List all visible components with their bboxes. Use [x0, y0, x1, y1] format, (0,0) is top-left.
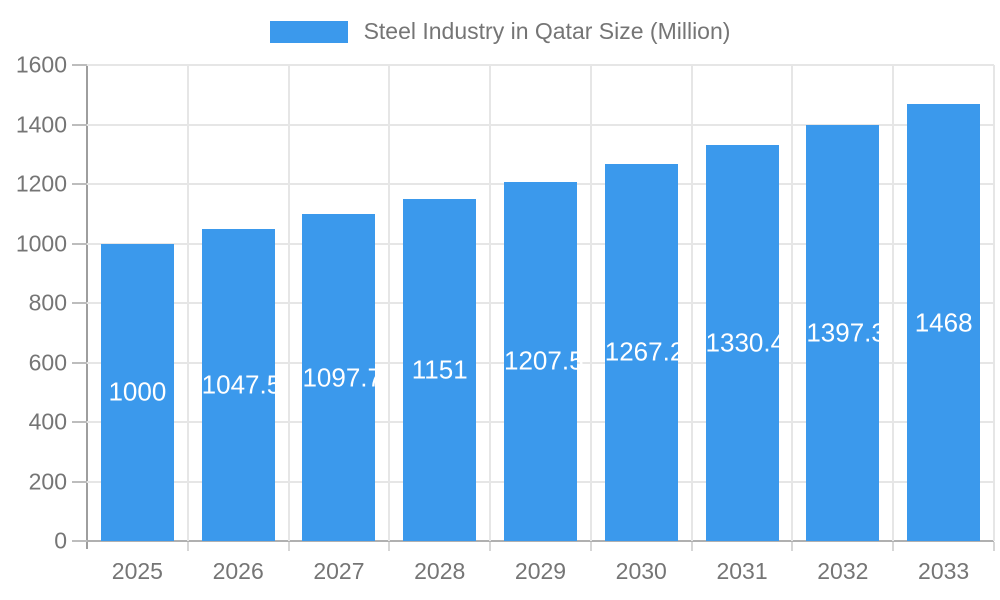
bar-value-label: 1207.5 [504, 345, 584, 376]
bar-value-label: 1151 [411, 354, 468, 385]
x-axis-tick [388, 542, 391, 551]
y-tick-label: 800 [28, 289, 67, 316]
x-gridline [388, 65, 391, 541]
bar[interactable]: 1397.3 [806, 125, 886, 541]
x-tick-label: 2026 [212, 558, 264, 584]
x-axis-tick [690, 542, 693, 551]
x-tick-label: 2029 [514, 558, 567, 584]
bar-value-label: 1047.5 [201, 369, 282, 400]
bar[interactable]: 1330.4 [705, 145, 786, 541]
x-gridline [892, 65, 895, 541]
bar-value-label: 1397.3 [806, 317, 886, 348]
y-gridline [87, 64, 994, 66]
bar[interactable]: 1151 [403, 198, 477, 541]
x-tick-label: 2030 [615, 558, 667, 584]
y-tick-label: 0 [54, 527, 67, 554]
bar[interactable]: 1267.2 [604, 164, 685, 541]
legend[interactable]: Steel Industry in Qatar Size (Million) [0, 18, 1000, 45]
bar[interactable]: 1468 [907, 104, 981, 541]
x-tick-label: 2028 [414, 558, 466, 584]
bar-value-label: 1267.2 [604, 336, 685, 367]
y-gridline [87, 123, 994, 126]
bar-value-label: 1330.4 [705, 327, 786, 358]
y-axis-tick [72, 480, 87, 483]
y-tick-label: 200 [28, 468, 67, 494]
x-gridline [791, 65, 794, 541]
x-tick-label: 2025 [111, 558, 163, 584]
y-axis-line [86, 65, 88, 549]
y-tick-label: 600 [28, 349, 67, 375]
x-axis-tick [287, 542, 290, 551]
y-axis-tick [72, 242, 87, 245]
y-tick-label: 400 [28, 408, 67, 435]
y-axis-tick [72, 183, 87, 185]
bar[interactable]: 1097.7 [302, 214, 382, 541]
x-axis-tick [791, 542, 794, 551]
x-tick-label: 2032 [817, 558, 869, 584]
x-gridline [287, 65, 290, 541]
y-axis-tick [72, 123, 87, 126]
bar[interactable]: 1000 [100, 243, 174, 541]
y-tick-label: 1400 [15, 111, 67, 137]
y-axis-tick [72, 361, 87, 364]
x-axis-tick [993, 542, 995, 551]
x-tick-label: 2031 [716, 558, 768, 584]
x-axis-tick [892, 542, 895, 551]
y-axis-tick [72, 64, 87, 66]
x-axis-tick [589, 542, 592, 551]
x-gridline [993, 65, 995, 541]
plot-area: 1000 1047.5 1097.7 1151 1207.5 1267.2 1330.4 13… [87, 64, 995, 541]
y-tick-label: 1000 [15, 230, 67, 256]
legend-swatch [269, 20, 348, 43]
x-axis-tick [489, 542, 492, 551]
x-gridline [186, 65, 189, 541]
x-tick-label: 2033 [918, 558, 970, 584]
bar-value-label: 1000 [108, 376, 167, 407]
x-gridline [690, 65, 693, 541]
x-gridline [589, 65, 592, 541]
x-axis-tick [186, 542, 189, 551]
y-tick-label: 1600 [15, 51, 67, 78]
bar-value-label: 1097.7 [302, 362, 382, 393]
y-axis-tick [72, 540, 87, 542]
x-tick-label: 2027 [313, 558, 365, 584]
bar-value-label: 1468 [914, 307, 973, 338]
legend-label: Steel Industry in Qatar Size (Million) [363, 18, 731, 44]
bar[interactable]: 1207.5 [504, 181, 584, 541]
x-gridline [489, 65, 492, 541]
x-axis-line [87, 540, 994, 542]
bar[interactable]: 1047.5 [201, 229, 282, 541]
y-tick-label: 1200 [15, 170, 67, 197]
y-axis-tick [72, 302, 87, 304]
y-axis-tick [72, 421, 87, 423]
